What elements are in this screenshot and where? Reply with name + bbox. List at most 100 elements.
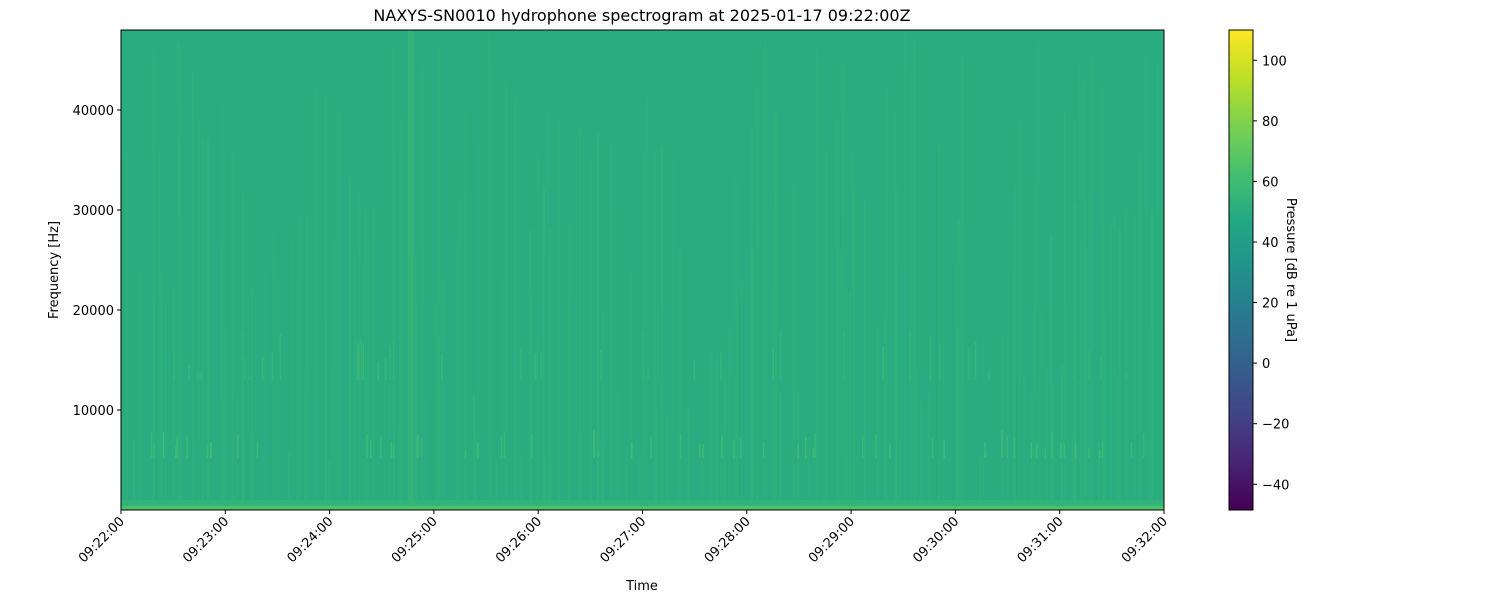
heatmap-streak — [839, 248, 842, 510]
heatmap-streak — [361, 458, 364, 510]
heatmap-transient — [1100, 355, 1102, 380]
heatmap-streak — [474, 447, 477, 510]
heatmap-streak — [851, 149, 854, 510]
heatmap-streak — [1014, 185, 1016, 510]
heatmap-transient — [256, 441, 259, 458]
colorbar-tick-label: −40 — [1262, 478, 1289, 493]
heatmap-streak — [241, 331, 245, 510]
heatmap-streak — [672, 160, 674, 510]
heatmap-streak — [421, 67, 424, 510]
x-tick-label: 09:29:00 — [806, 514, 858, 566]
heatmap-streak — [957, 220, 961, 510]
heatmap-streak — [1113, 218, 1115, 510]
heatmap-streak — [904, 30, 907, 510]
heatmap-streak — [490, 66, 493, 510]
heatmap-streak — [1091, 57, 1093, 510]
heatmap-streak — [464, 112, 466, 510]
heatmap-transient — [162, 431, 165, 458]
heatmap-streak — [164, 305, 167, 510]
heatmap-streak — [679, 248, 681, 510]
heatmap-streak — [1102, 225, 1105, 510]
heatmap-transient — [244, 358, 246, 380]
heatmap-streak — [473, 395, 476, 510]
colorbar-tick-label: −20 — [1262, 418, 1289, 433]
heatmap-streak — [231, 153, 234, 510]
heatmap-streak — [979, 457, 982, 510]
heatmap-transient — [389, 345, 392, 380]
heatmap-streak — [383, 357, 386, 510]
heatmap-streak — [1134, 213, 1136, 510]
heatmap-streak — [938, 143, 941, 510]
heatmap-streak — [416, 304, 418, 510]
heatmap-streak — [198, 117, 200, 510]
heatmap-transient — [271, 352, 274, 380]
heatmap-streak — [616, 393, 619, 510]
heatmap-streak — [501, 277, 504, 510]
heatmap-streak — [646, 96, 648, 510]
heatmap-transient — [503, 432, 506, 458]
heatmap-transient — [650, 436, 652, 458]
heatmap-streak — [740, 284, 743, 510]
heatmap-streak — [1031, 393, 1033, 510]
heatmap-transient — [929, 336, 932, 380]
heatmap-streak — [330, 361, 333, 510]
heatmap-transient — [1130, 442, 1133, 458]
heatmap-transient — [248, 376, 250, 380]
heatmap-streak — [179, 140, 181, 510]
heatmap-streak — [414, 251, 417, 510]
heatmap-transient — [889, 443, 891, 458]
heatmap-streak — [1127, 316, 1129, 510]
heatmap-streak — [202, 137, 204, 510]
heatmap-transient — [985, 449, 987, 458]
colorbar-axis: −40 −20 0 20 40 60 80 100 — [1253, 54, 1289, 493]
heatmap-streak — [220, 243, 223, 510]
heatmap-transient — [909, 332, 911, 380]
colorbar-tick-label: 0 — [1262, 357, 1270, 372]
heatmap-streak — [264, 268, 267, 510]
heatmap-streak — [544, 456, 547, 510]
heatmap-transient — [642, 332, 644, 380]
heatmap-streak — [1083, 78, 1086, 510]
y-tick-label: 40000 — [73, 104, 114, 119]
heatmap-streak — [1084, 199, 1087, 510]
y-axis: 10000 20000 30000 40000 — [73, 104, 121, 419]
heatmap-streak — [456, 243, 458, 510]
heatmap-streak — [393, 147, 395, 510]
heatmap-streak — [876, 326, 879, 510]
heatmap-streak — [816, 50, 818, 510]
heatmap-transient — [464, 449, 466, 458]
heatmap-streak — [398, 327, 401, 510]
heatmap-streak — [532, 332, 535, 510]
heatmap-streak — [250, 289, 253, 510]
heatmap-transient — [1098, 449, 1101, 458]
heatmap-transient — [974, 342, 977, 380]
heatmap-streak — [1073, 168, 1076, 510]
spectrogram-heatmap — [121, 30, 1164, 510]
colorbar-tick-label: 20 — [1262, 297, 1279, 312]
heatmap-streak — [1037, 41, 1039, 510]
heatmap-streak — [753, 224, 755, 510]
heatmap-transient — [186, 435, 188, 458]
heatmap-streak — [193, 441, 195, 510]
heatmap-transient — [1074, 441, 1076, 458]
heatmap-streak — [568, 224, 571, 510]
heatmap-transient — [237, 434, 239, 458]
heatmap-transient — [176, 435, 178, 458]
heatmap-streak — [853, 186, 856, 510]
heatmap-streak — [716, 357, 718, 510]
heatmap-transient — [679, 433, 682, 458]
heatmap-streak — [252, 435, 254, 510]
heatmap-streak — [399, 119, 403, 510]
heatmap-transient — [366, 434, 368, 458]
heatmap-transient — [173, 351, 176, 380]
heatmap-transient — [1088, 448, 1090, 458]
heatmap-streak — [836, 116, 839, 510]
heatmap-streak — [1160, 329, 1163, 510]
heatmap-streak — [364, 211, 367, 510]
heatmap-transient — [356, 342, 359, 380]
heatmap-transient — [772, 347, 774, 380]
heatmap-streak — [1060, 370, 1063, 510]
heatmap-streak — [1149, 334, 1151, 510]
heatmap-streak — [476, 142, 479, 510]
